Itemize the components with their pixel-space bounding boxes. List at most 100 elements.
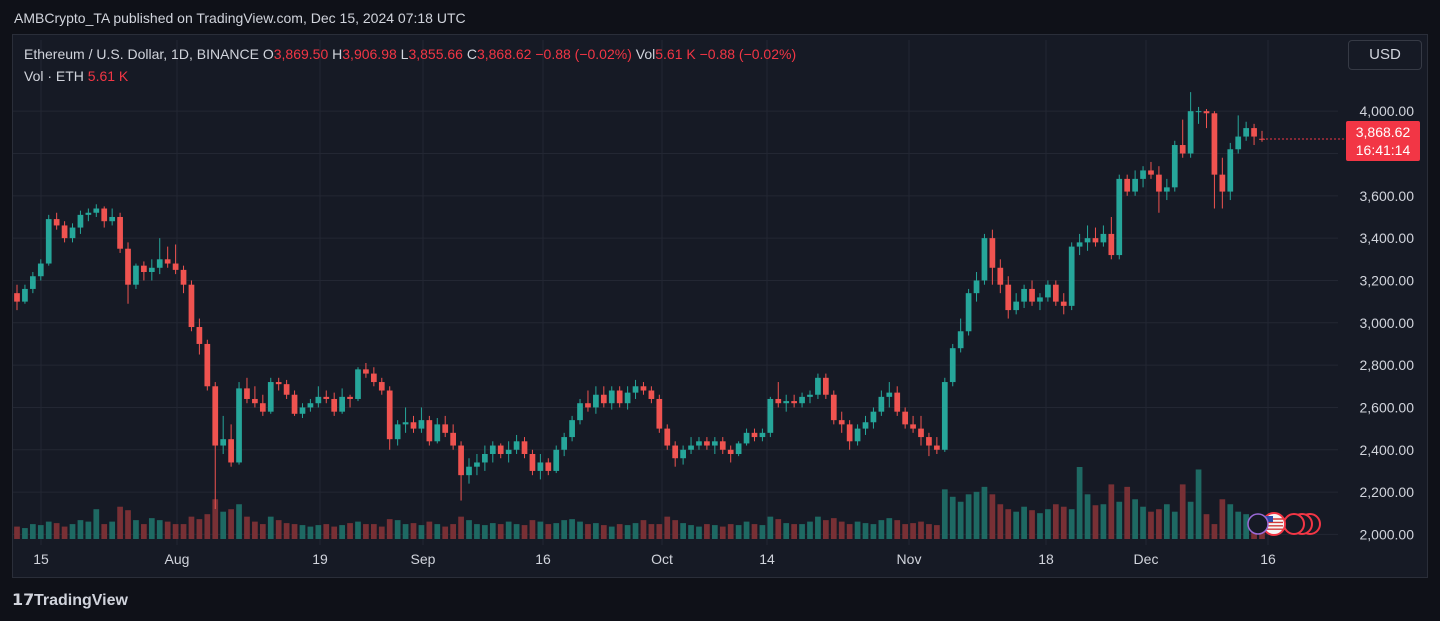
volume-bar — [323, 524, 330, 539]
symbol-title[interactable]: Ethereum / U.S. Dollar, 1D, BINANCE — [24, 46, 259, 62]
volume-bar — [830, 518, 837, 539]
volume-bar — [22, 528, 28, 539]
volume-bar — [188, 516, 195, 539]
volume-bar — [339, 525, 345, 539]
volume-bar — [259, 524, 266, 539]
high-value: 3,906.98 — [342, 46, 397, 62]
candle-body — [1021, 288, 1027, 302]
candle-body — [910, 424, 916, 429]
volume-bar — [244, 516, 250, 539]
candle-body — [61, 225, 68, 239]
volume-bar — [30, 524, 36, 539]
volume-bar — [648, 524, 655, 539]
volume-bar — [910, 523, 916, 539]
volume-bar — [1021, 506, 1027, 539]
volume-bar — [815, 516, 821, 539]
candle-body — [1060, 301, 1067, 306]
candle-body — [799, 396, 805, 404]
candle-body — [632, 386, 639, 393]
candle-body — [101, 208, 108, 222]
volume-bar — [220, 511, 227, 539]
candle-body — [188, 284, 195, 328]
volume-bar — [608, 526, 615, 539]
candle-body — [989, 238, 996, 268]
volume-bar — [997, 504, 1004, 539]
candle-body — [997, 267, 1004, 285]
candle-body — [347, 396, 353, 399]
volume-bar — [252, 521, 258, 539]
candle-body — [1140, 170, 1146, 179]
candle-body — [77, 214, 84, 228]
volume-bar — [363, 524, 369, 539]
candle-body — [363, 369, 369, 374]
y-tick-label: 2,600.00 — [1360, 399, 1415, 415]
volume-bar — [69, 524, 76, 539]
vol-eth-label[interactable]: Vol · ETH — [24, 68, 84, 84]
candle-body — [537, 462, 544, 471]
high-label: H — [332, 46, 343, 62]
candle-body — [307, 403, 314, 408]
volume-bar — [934, 525, 940, 539]
volume-bar — [1045, 509, 1051, 539]
candle-body — [1068, 246, 1075, 306]
low-label: L — [400, 46, 409, 62]
volume-bar — [1203, 514, 1210, 539]
candle-body — [838, 420, 845, 425]
candle-body — [426, 420, 433, 442]
candle-body — [315, 396, 322, 404]
candle-body — [244, 388, 250, 399]
event-marker-icon — [1283, 513, 1305, 535]
volume-bar — [949, 496, 956, 539]
volume-bar — [719, 526, 726, 539]
candle-body — [497, 445, 504, 454]
x-tick-label: Nov — [897, 551, 922, 567]
volume-bar — [918, 521, 924, 539]
volume-bar — [450, 524, 457, 539]
candle-body — [608, 390, 615, 404]
candle-body — [830, 394, 837, 421]
candle-body — [1092, 238, 1099, 243]
volume-bar — [1227, 504, 1234, 539]
candle-body — [727, 449, 734, 454]
volume-bar — [482, 525, 488, 539]
candle-body — [466, 466, 472, 476]
candle-body — [1005, 284, 1012, 311]
volume-bar — [458, 516, 464, 539]
bar-countdown: 16:41:14 — [1355, 142, 1411, 158]
candle-body — [489, 445, 496, 454]
candle-body — [521, 441, 528, 454]
candle-body — [1156, 174, 1162, 192]
candle-body — [267, 382, 274, 412]
tradingview-logo[interactable]: 𝟭𝟳TradingView — [12, 590, 128, 610]
candle-body — [1195, 111, 1202, 113]
volume-bar — [1171, 511, 1178, 539]
candle-body — [331, 398, 338, 412]
candle-body — [1219, 174, 1226, 192]
currency-button[interactable]: USD — [1348, 40, 1422, 70]
ohlc-legend: Ethereum / U.S. Dollar, 1D, BINANCE O3,8… — [24, 46, 796, 62]
volume-bar — [656, 524, 663, 539]
volume-bar — [77, 520, 84, 539]
volume-bar — [822, 520, 829, 539]
candle-body — [585, 403, 591, 408]
volume-bar — [878, 520, 885, 539]
volume-bar — [1005, 509, 1012, 539]
volume-bar — [759, 525, 766, 539]
candle-body — [339, 396, 345, 412]
volume-bar — [1084, 494, 1091, 539]
volume-bar — [164, 521, 171, 539]
volume-bar — [442, 526, 449, 539]
candle-body — [719, 441, 726, 450]
volume-bar — [1195, 469, 1202, 539]
volume-bar — [355, 521, 361, 539]
candle-body — [941, 382, 948, 450]
volume-bar — [85, 521, 92, 539]
volume-bar — [545, 524, 552, 539]
candle-body — [870, 411, 877, 423]
candle-body — [172, 263, 179, 270]
volume-bar — [553, 523, 560, 539]
candle-body — [482, 454, 488, 463]
volume-bar — [378, 526, 385, 539]
volume-bar — [854, 521, 861, 539]
